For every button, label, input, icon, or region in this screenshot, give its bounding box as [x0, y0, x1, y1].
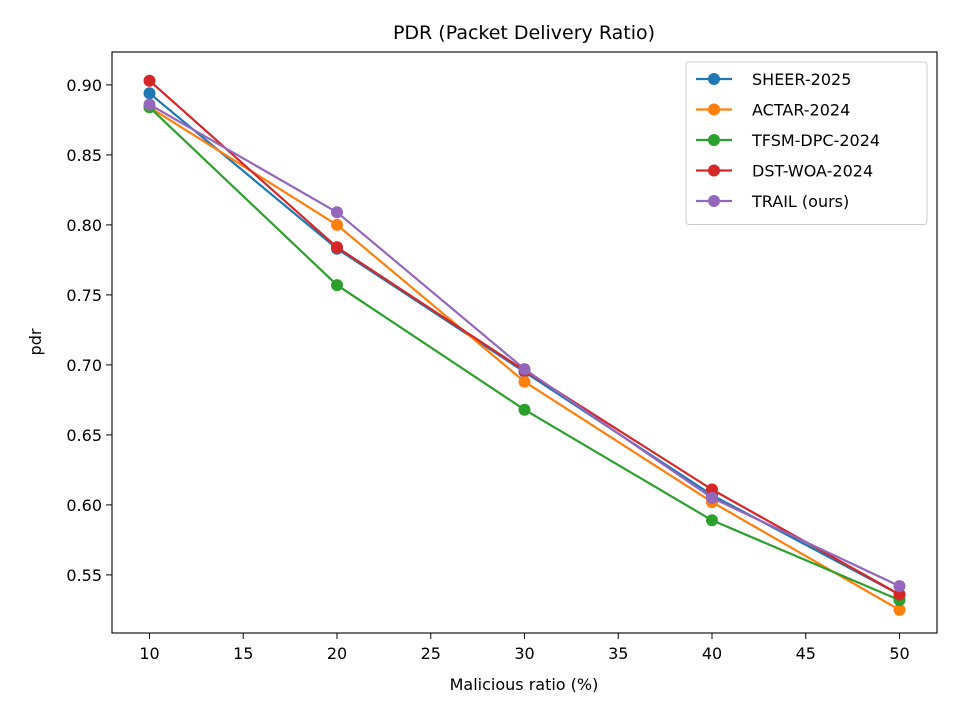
x-tick-label: 15: [233, 644, 253, 663]
legend-marker: [708, 195, 720, 207]
chart-title: PDR (Packet Delivery Ratio): [393, 22, 655, 44]
data-point: [893, 580, 906, 593]
plot-area: [143, 74, 906, 616]
y-tick-label: 0.85: [66, 146, 102, 165]
x-axis-title: Malicious ratio (%): [450, 675, 599, 694]
legend-marker: [708, 134, 720, 146]
data-point: [706, 491, 718, 504]
data-point: [518, 363, 531, 376]
legend-item: SHEER-2025: [696, 70, 851, 89]
legend-label: ACTAR-2024: [752, 101, 850, 120]
legend: SHEER-2025 ACTAR-2024 TFSM-DPC-2024 DST-WOA…: [685, 61, 928, 225]
x-tick-label: 45: [796, 644, 816, 663]
legend-marker: [708, 103, 720, 116]
y-tick-label: 0.60: [66, 496, 102, 515]
data-point: [518, 403, 531, 416]
y-tick-label: 0.65: [66, 426, 102, 445]
legend-label: DST-WOA-2024: [752, 162, 873, 181]
x-tick-label: 50: [889, 644, 909, 663]
axes: 10 15 20 25 30 35 40 45 50 0.55 0.60 0.65 0.70 0.75 0.…: [66, 51, 938, 663]
legend-label: TRAIL (ours): [751, 192, 849, 211]
y-tick-label: 0.55: [66, 566, 102, 585]
legend-box: [685, 61, 928, 225]
x-tick-label: 40: [702, 644, 722, 663]
x-tick-label: 35: [608, 644, 628, 663]
data-point: [331, 279, 343, 292]
y-tick-label: 0.75: [66, 286, 102, 305]
legend-item: TFSM-DPC-2024: [696, 131, 880, 150]
y-tick-label: 0.90: [66, 76, 102, 95]
data-point: [331, 218, 343, 231]
legend-marker: [708, 164, 720, 177]
x-tick-label: 20: [327, 644, 347, 663]
y-tick-label: 0.70: [66, 356, 102, 375]
data-point: [143, 74, 156, 87]
data-point: [518, 375, 531, 388]
data-point: [143, 98, 156, 111]
legend-item: ACTAR-2024: [696, 101, 850, 120]
data-point: [331, 241, 343, 254]
data-point: [893, 588, 906, 601]
data-point: [706, 514, 718, 527]
legend-label: TFSM-DPC-2024: [751, 131, 880, 150]
data-point: [893, 603, 906, 616]
y-tick-label: 0.80: [66, 216, 102, 235]
data-point: [706, 483, 718, 496]
legend-label: SHEER-2025: [752, 70, 851, 89]
x-tick-label: 30: [514, 644, 534, 663]
data-point: [331, 206, 343, 219]
y-axis-title: pdr: [26, 328, 45, 355]
series-trail-ours-: [143, 98, 906, 593]
legend-item: TRAIL (ours): [696, 192, 849, 211]
data-point: [143, 87, 156, 100]
legend-item: DST-WOA-2024: [696, 162, 873, 181]
x-tick-label: 10: [139, 644, 159, 663]
legend-marker: [708, 73, 720, 85]
x-tick-label: 25: [421, 644, 441, 663]
